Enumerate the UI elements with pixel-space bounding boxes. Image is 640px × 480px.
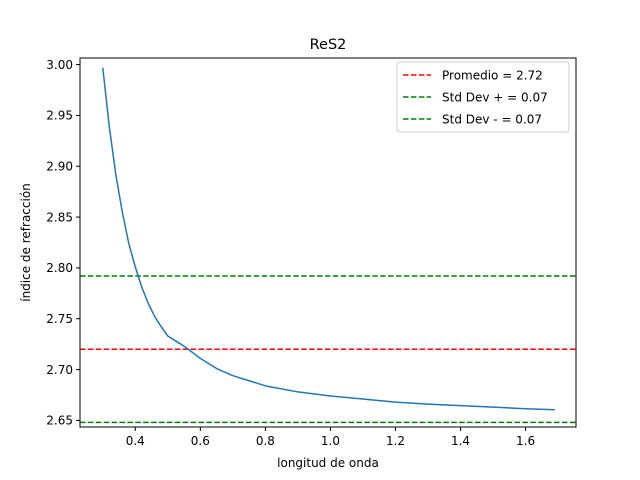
reference-lines [80,275,576,424]
x-axis-ticks: 0.4 0.6 0.8 1.0 1.2 1.4 1.6 [126,427,535,448]
series-line-0 [102,67,555,411]
plot-frame [79,57,577,428]
x-tick-label: 0.8 [256,434,275,448]
y-axis-label: índice de refracción [19,183,33,302]
x-tick-label: 1.6 [516,434,535,448]
legend-label-1: Std Dev + = 0.07 [442,90,548,104]
y-tick-label: 2.65 [46,414,73,428]
data-series [102,67,555,411]
y-tick-label: 2.80 [46,261,73,275]
y-tick-label: 2.95 [46,109,73,123]
y-tick-label: 2.70 [46,363,73,377]
x-tick-label: 1.2 [386,434,405,448]
x-axis-label: longitud de onda [277,456,379,470]
x-tick-label: 1.0 [321,434,340,448]
legend-box [396,61,570,133]
legend-label-2: Std Dev - = 0.07 [442,112,542,126]
y-tick-label: 3.00 [46,58,73,72]
y-tick-label: 2.85 [46,210,73,224]
y-tick-label: 2.75 [46,312,73,326]
legend-label-0: Promedio = 2.72 [442,68,543,82]
x-tick-label: 0.4 [126,434,145,448]
y-axis-ticks: 2.65 2.70 2.75 2.80 2.85 2.90 2.95 3.00 [46,58,80,428]
x-tick-label: 1.4 [451,434,470,448]
legend: Promedio = 2.72 Std Dev + = 0.07 Std Dev -… [396,61,570,133]
chart-title: ReS2 [310,37,347,53]
y-tick-label: 2.90 [46,159,73,173]
x-tick-label: 0.6 [191,434,210,448]
